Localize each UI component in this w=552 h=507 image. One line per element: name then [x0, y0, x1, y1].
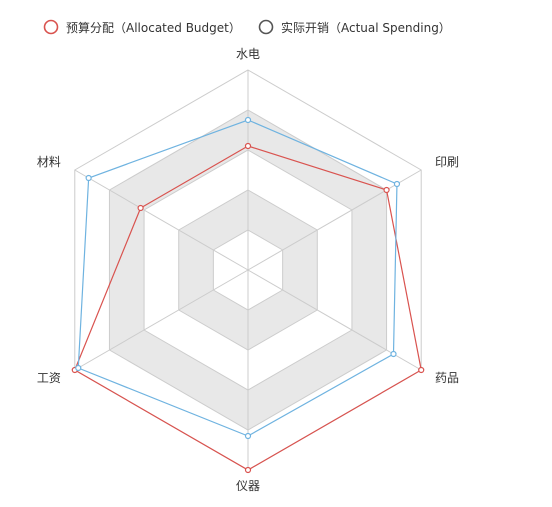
axis-label-4: 仪器 [236, 479, 260, 493]
series-2-point-2[interactable] [393, 180, 401, 188]
series-1-point-3[interactable] [418, 366, 425, 374]
legend: 预算分配（Allocated Budget） 实际开销（Actual Spend… [43, 19, 451, 35]
series-1-point-2[interactable] [383, 186, 390, 194]
series-2-point-6[interactable] [85, 174, 92, 182]
axis-line-5 [74, 269, 249, 371]
series-1-point-4[interactable] [244, 466, 252, 474]
series-1-point-1[interactable] [244, 142, 252, 150]
series-1-point-6[interactable] [137, 204, 144, 212]
series-layer [71, 116, 425, 474]
legend-marker-budget [43, 19, 59, 35]
legend-label-actual: 实际开销（Actual Spending） [281, 20, 451, 35]
axis-label-5: 工资 [37, 371, 61, 385]
legend-item-budget[interactable]: 预算分配（Allocated Budget） [43, 19, 241, 35]
series-2-point-4[interactable] [244, 432, 252, 440]
axis-line-2 [247, 169, 422, 271]
axis-label-6: 材料 [37, 155, 61, 169]
series-2-point-5[interactable] [75, 364, 82, 372]
axis-line-6 [74, 169, 249, 271]
series-2-point-3[interactable] [390, 350, 397, 358]
series-2-point-1[interactable] [244, 116, 252, 124]
axis-label-1: 水电 [236, 47, 260, 61]
axis-label-2: 印刷 [435, 155, 459, 169]
legend-label-budget: 预算分配（Allocated Budget） [66, 20, 241, 35]
legend-item-actual[interactable]: 实际开销（Actual Spending） [258, 19, 451, 35]
legend-marker-actual [258, 19, 274, 35]
axis-label-3: 药品 [435, 371, 459, 385]
